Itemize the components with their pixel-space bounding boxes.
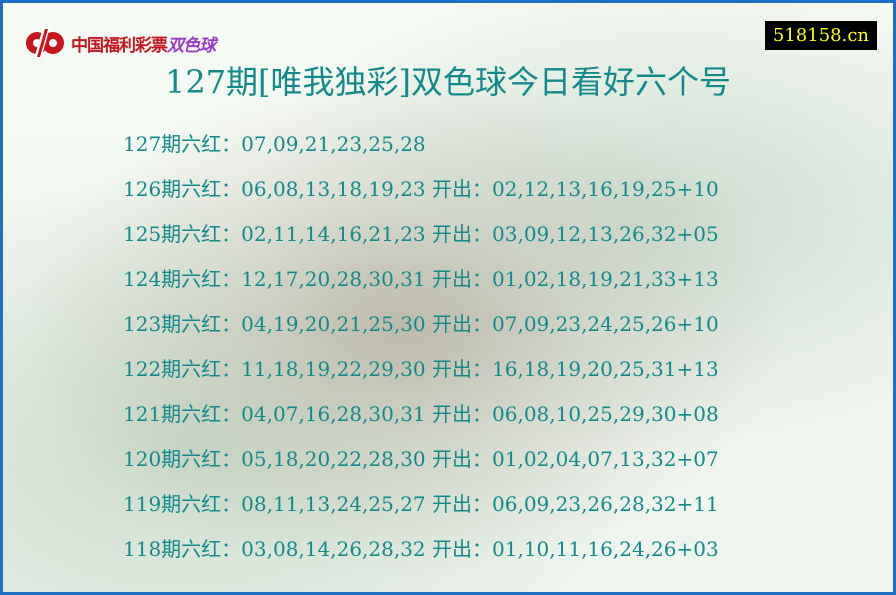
logo-game-name: 双色球	[167, 35, 216, 56]
welfare-lottery-logo: 中国福利彩票 双色球	[23, 25, 216, 61]
list-item: 118期六红：03,08,14,26,28,32 开出：01,10,11,16,…	[123, 537, 719, 561]
list-item: 126期六红：06,08,13,18,19,23 开出：02,12,13,16,…	[123, 177, 719, 201]
list-item: 125期六红：02,11,14,16,21,23 开出：03,09,12,13,…	[123, 222, 719, 246]
logo-text: 中国福利彩票	[71, 35, 168, 56]
list-item: 124期六红：12,17,20,28,30,31 开出：01,02,18,19,…	[123, 267, 719, 291]
site-badge: 518158.cn	[764, 21, 877, 50]
list-item: 122期六红：11,18,19,22,29,30 开出：16,18,19,20,…	[123, 357, 719, 381]
list-item: 121期六红：04,07,16,28,30,31 开出：06,08,10,25,…	[123, 402, 719, 426]
welfare-lottery-icon	[26, 27, 64, 59]
list-item: 123期六红：04,19,20,21,25,30 开出：07,09,23,24,…	[123, 312, 719, 336]
page-title: 127期[唯我独彩]双色球今日看好六个号	[164, 63, 732, 101]
list-item: 120期六红：05,18,20,22,28,30 开出：01,02,04,07,…	[123, 447, 719, 471]
prediction-list: 127期六红：07,09,21,23,25,28 126期六红：06,08,13…	[123, 129, 719, 579]
list-item: 127期六红：07,09,21,23,25,28	[123, 132, 426, 156]
list-item: 119期六红：08,11,13,24,25,27 开出：06,09,23,26,…	[123, 492, 719, 516]
